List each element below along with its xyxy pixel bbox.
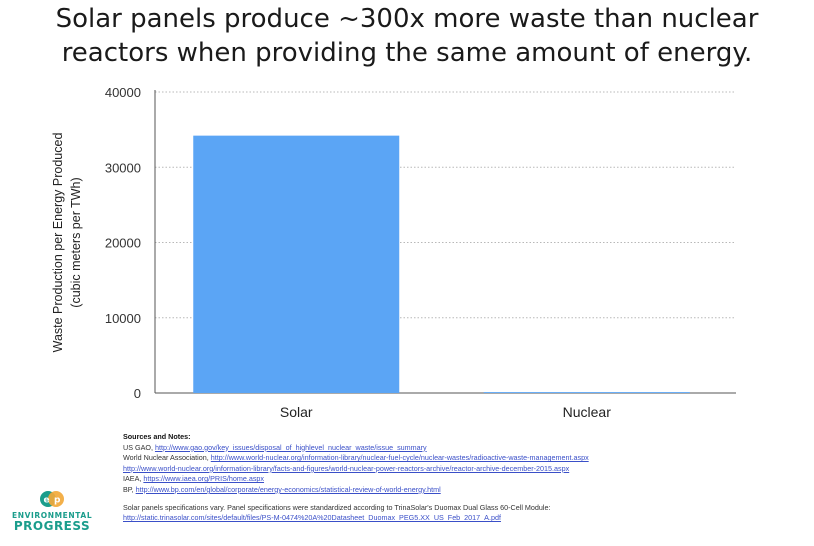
environmental-progress-logo: e p ENVIRONMENTAL PROGRESS <box>12 489 92 532</box>
svg-text:p: p <box>54 496 61 506</box>
x-tick-label: Nuclear <box>563 404 612 420</box>
source-link[interactable]: http://www.gao.gov/key_issues/disposal_o… <box>154 442 427 452</box>
source-link[interactable]: http://www.bp.com/en/global/corporate/en… <box>135 484 441 494</box>
bar-chart: 0 10000 20000 30000 40000 Solar Nuclear Waste P… <box>51 85 736 420</box>
y-tick-label: 40000 <box>105 85 141 100</box>
source-line: http://www.world-nuclear.org/information… <box>123 464 773 475</box>
panel-note: Solar panels specifications vary. Panel … <box>123 502 551 512</box>
source-line: IAEA, https://www.iaea.org/PRIS/home.asp… <box>123 474 265 484</box>
x-tick-label: Solar <box>280 404 313 420</box>
chart-title-line-2: reactors when providing the same amount … <box>61 38 753 68</box>
logo-line-1: ENVIRONMENTAL <box>12 511 93 520</box>
panel-note-line: http://static.trinasolar.com/sites/defau… <box>123 513 773 524</box>
logo-line-2: PROGRESS <box>13 519 91 533</box>
y-tick-label: 0 <box>134 386 141 401</box>
chart-title: Solar panels produce ~300x more waste th… <box>0 2 814 70</box>
y-tick-label: 20000 <box>105 236 141 251</box>
sources-notes: Sources and Notes: US GAO, http://www.ga… <box>123 432 773 524</box>
source-line: World Nuclear Association, http://www.wo… <box>123 453 589 463</box>
source-link[interactable]: https://www.iaea.org/PRIS/home.aspx <box>143 474 265 484</box>
logo-mark-icon: e p <box>40 491 64 507</box>
source-line: BP, http://www.bp.com/en/global/corporat… <box>123 484 441 494</box>
svg-text:e: e <box>44 496 50 506</box>
y-axis-label: (cubic meters per TWh) <box>69 177 83 307</box>
bar-nuclear <box>483 392 690 393</box>
chart-title-line-1: Solar panels produce ~300x more waste th… <box>55 4 759 34</box>
source-link[interactable]: http://www.world-nuclear.org/information… <box>210 453 589 463</box>
y-tick-label: 10000 <box>105 311 141 326</box>
y-tick-label: 30000 <box>105 160 141 175</box>
sources-heading: Sources and Notes: <box>123 432 191 441</box>
panel-note-link[interactable]: http://static.trinasolar.com/sites/defau… <box>123 513 501 523</box>
y-axis-label: Waste Production per Energy Produced <box>51 133 65 353</box>
source-link[interactable]: http://www.world-nuclear.org/information… <box>123 463 570 473</box>
source-line: US GAO, http://www.gao.gov/key_issues/di… <box>123 442 427 452</box>
bar-solar <box>193 135 400 393</box>
